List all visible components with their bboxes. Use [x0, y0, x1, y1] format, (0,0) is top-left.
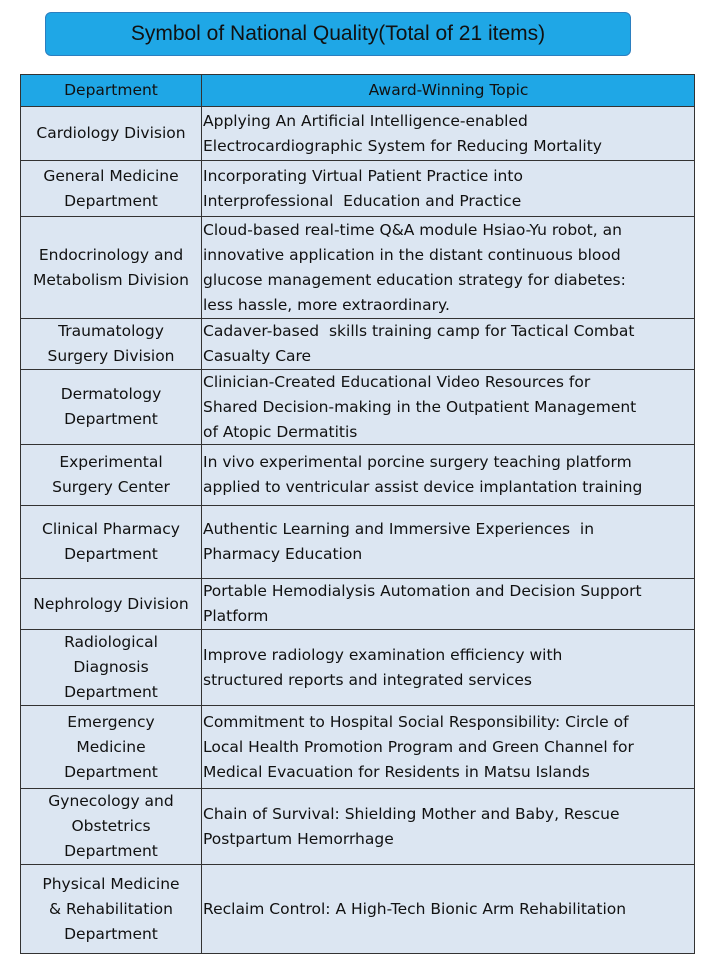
- header-text: Award-Winning Topic: [368, 81, 529, 99]
- topic-line: In vivo experimental porcine surgery tea…: [203, 453, 632, 471]
- topic-line: Improve radiology examination efficiency…: [203, 645, 563, 664]
- table-row: Gynecology and Obstetrics Department Chain …: [20, 788, 695, 865]
- department-line: Metabolism Division: [33, 270, 189, 289]
- table-row: Cardiology Division Applying An Artificia…: [20, 106, 695, 161]
- topic-line: Casualty Care: [203, 347, 312, 365]
- department-cell: Gynecology and Obstetrics Department: [20, 788, 202, 865]
- topic-cell: Chain of Survival: Shielding Mother and …: [201, 788, 695, 865]
- department-cell: Clinical Pharmacy Department: [20, 505, 202, 579]
- department-line: Surgery Center: [52, 478, 170, 496]
- department-line: Dermatology: [60, 385, 162, 403]
- department-line: Clinical Pharmacy: [42, 520, 180, 538]
- department-line: Experimental: [59, 453, 163, 471]
- topic-cell: Clinician-Created Educational Video Reso…: [201, 369, 695, 445]
- table-row: Physical Medicine & Rehabilitation Departm…: [20, 864, 695, 954]
- department-line: Cardiology Division: [36, 124, 186, 142]
- topic-line: Portable Hemodialysis Automation and Dec…: [203, 582, 642, 600]
- topic-line: of Atopic Dermatitis: [203, 422, 358, 441]
- header-text: Department: [64, 81, 158, 99]
- table-row: Endocrinology and Metabolism Division Clou…: [20, 216, 695, 319]
- topic-line: innovative application in the distant co…: [203, 245, 621, 264]
- department-cell: Physical Medicine & Rehabilitation Departm…: [20, 864, 202, 954]
- department-line: Department: [64, 410, 158, 428]
- topic-line: Interprofessional Education and Practice: [203, 191, 522, 210]
- topic-cell: Commitment to Hospital Social Responsibi…: [201, 705, 695, 789]
- topic-cell: Cadaver-based skills training camp for T…: [201, 318, 695, 370]
- department-line: Nephrology Division: [33, 594, 189, 613]
- department-cell: Cardiology Division: [20, 106, 202, 161]
- topic-cell: In vivo experimental porcine surgery tea…: [201, 444, 695, 506]
- department-cell: General Medicine Department: [20, 160, 202, 217]
- department-line: Surgery Division: [47, 347, 175, 365]
- topic-cell: Improve radiology examination efficiency…: [201, 629, 695, 706]
- topic-line: Local Health Promotion Program and Green…: [203, 737, 634, 756]
- title: Symbol of National Quality(Total of 21 i…: [130, 22, 546, 45]
- topic-cell: Reclaim Control: A High-Tech Bionic Arm …: [201, 864, 695, 954]
- department-line: Department: [64, 545, 158, 563]
- department-cell: Nephrology Division: [20, 578, 202, 630]
- department-line: General Medicine: [43, 166, 179, 185]
- table-row: Emergency Medicine Department Commitment to…: [20, 705, 695, 789]
- department-line: Emergency: [67, 712, 155, 731]
- topic-line: Cloud-based real-time Q&A module Hsiao-Y…: [203, 220, 622, 239]
- department-cell: Traumatology Surgery Division: [20, 318, 202, 370]
- topic-line: Chain of Survival: Shielding Mother and …: [203, 804, 620, 823]
- column-header: Department: [20, 74, 202, 107]
- table-row: Radiological Diagnosis Department Improve r…: [20, 629, 695, 706]
- department-cell: Emergency Medicine Department: [20, 705, 202, 789]
- topic-line: Authentic Learning and Immersive Experie…: [203, 520, 595, 538]
- department-line: Endocrinology and: [38, 245, 184, 264]
- department-line: & Rehabilitation: [49, 899, 173, 918]
- department-line: Department: [64, 191, 158, 210]
- topic-cell: Cloud-based real-time Q&A module Hsiao-Y…: [201, 216, 695, 319]
- department-cell: Radiological Diagnosis Department: [20, 629, 202, 706]
- topic-line: glucose management education strategy fo…: [203, 270, 626, 289]
- topic-line: Platform: [203, 607, 269, 625]
- topic-line: Incorporating Virtual Patient Practice i…: [203, 166, 523, 185]
- topic-line: Pharmacy Education: [203, 545, 363, 563]
- department-line: Traumatology: [58, 322, 164, 340]
- topic-line: applied to ventricular assist device imp…: [203, 478, 643, 496]
- department-line: Department: [64, 842, 158, 860]
- topic-line: Commitment to Hospital Social Responsibi…: [203, 712, 629, 731]
- department-line: Department: [64, 762, 158, 781]
- department-line: Department: [64, 924, 158, 943]
- department-cell: Experimental Surgery Center: [20, 444, 202, 506]
- topic-line: Applying An Artificial Intelligence-enab…: [203, 111, 528, 130]
- table-row: Nephrology Division Portable Hemodialysis…: [20, 578, 695, 630]
- topic-line: Postpartum Hemorrhage: [203, 829, 394, 848]
- topic-cell: Authentic Learning and Immersive Experie…: [201, 505, 695, 579]
- topic-cell: Incorporating Virtual Patient Practice i…: [201, 160, 695, 217]
- table-row: General Medicine Department Incorporating …: [20, 160, 695, 217]
- department-cell: Endocrinology and Metabolism Division: [20, 216, 202, 319]
- department-line: Gynecology and: [48, 792, 174, 810]
- table-row: Clinical Pharmacy Department Authentic Lea…: [20, 505, 695, 579]
- department-line: Department: [64, 683, 158, 701]
- topic-line: Reclaim Control: A High-Tech Bionic Arm …: [203, 899, 627, 918]
- table-row: Traumatology Surgery Division Cadaver-base…: [20, 318, 695, 370]
- topic-line: Electrocardiographic System for Reducing…: [203, 136, 602, 155]
- topic-cell: Portable Hemodialysis Automation and Dec…: [201, 578, 695, 630]
- department-line: Medicine: [76, 737, 146, 756]
- department-line: Radiological: [64, 633, 158, 651]
- department-line: Physical Medicine: [42, 874, 180, 893]
- column-header: Award-Winning Topic: [201, 74, 695, 107]
- topic-line: Medical Evacuation for Residents in Mats…: [203, 762, 590, 781]
- department-line: Obstetrics: [71, 817, 151, 835]
- topic-line: Clinician-Created Educational Video Reso…: [203, 372, 591, 391]
- title-banner: Symbol of National Quality(Total of 21 i…: [45, 12, 631, 56]
- department-line: Diagnosis: [73, 658, 149, 676]
- table-row: Dermatology Department Clinician-Created E…: [20, 369, 695, 445]
- department-cell: Dermatology Department: [20, 369, 202, 445]
- topic-cell: Applying An Artificial Intelligence-enab…: [201, 106, 695, 161]
- table-row: Experimental Surgery Center In vivo experi…: [20, 444, 695, 506]
- topic-line: structured reports and integrated servic…: [203, 670, 532, 689]
- topic-line: less hassle, more extraordinary.: [203, 295, 450, 314]
- topic-line: Shared Decision-making in the Outpatient…: [203, 397, 637, 416]
- topic-line: Cadaver-based skills training camp for T…: [203, 322, 635, 340]
- header-row: Department Award-Winning Topic: [20, 74, 695, 107]
